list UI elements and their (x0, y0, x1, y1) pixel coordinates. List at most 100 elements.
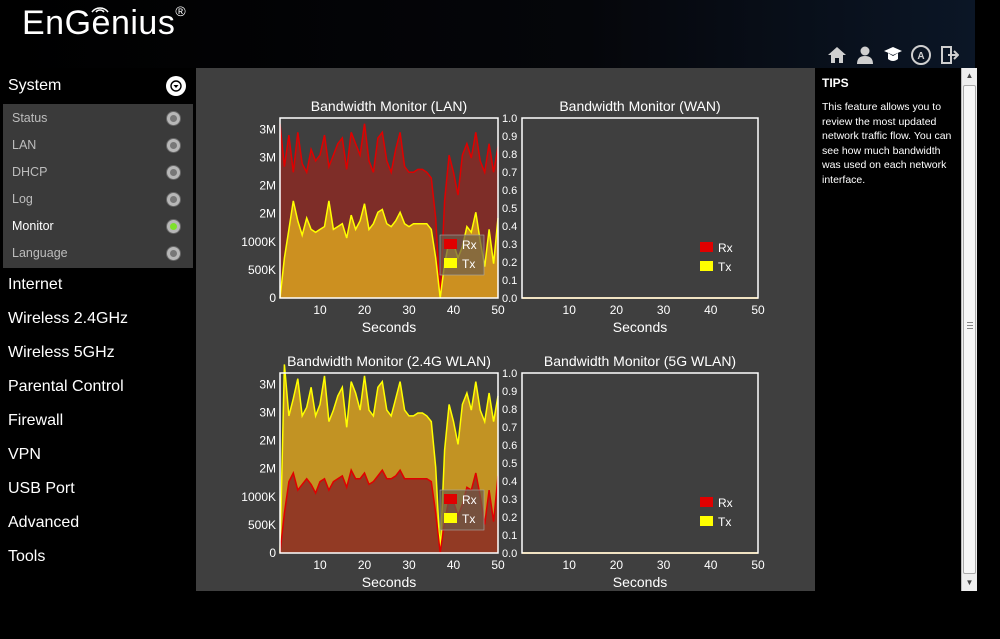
sidebar-item-advanced[interactable]: Advanced (0, 506, 196, 540)
tips-panel: TIPS This feature allows you to review t… (815, 68, 961, 591)
legend-swatch-rx (700, 242, 713, 252)
sidebar-item-label: Wireless 5GHz (8, 344, 115, 361)
chart-lan: Bandwidth Monitor (LAN) 0 500K 1000K 2M 2M 3M 3… (232, 94, 532, 335)
y2-tick-label: 0.5 (502, 458, 517, 470)
sidebar-item-label: Advanced (8, 514, 80, 531)
chart-title: Bandwidth Monitor (WAN) (559, 98, 720, 114)
scroll-down-icon[interactable]: ▼ (965, 578, 974, 587)
y2-tick-label: 0.6 (502, 440, 517, 452)
x-tick-label: 30 (657, 558, 671, 572)
y2-tick-label: 0.1 (502, 530, 517, 542)
sidebar-item-parental-control[interactable]: Parental Control (0, 370, 196, 404)
bandwidth-chart-svg: Bandwidth Monitor (5G WLAN) 10 20 30 40 50 Sec… (521, 353, 765, 590)
submenu-item-log[interactable]: Log (3, 186, 193, 213)
bandwidth-chart-svg: Bandwidth Monitor (2.4G WLAN) 0 500K 1000K 2… (241, 353, 517, 590)
sidebar-item-tools[interactable]: Tools (0, 540, 196, 574)
legend-swatch-tx (700, 516, 713, 526)
sidebar-item-label: Firewall (8, 412, 64, 429)
x-tick-label: 30 (402, 558, 416, 572)
x-tick-label: 20 (358, 303, 372, 317)
chart-5g-wlan: Bandwidth Monitor (5G WLAN) 10 20 30 40 50 Sec… (502, 349, 772, 590)
y-tick-label: 1000K (241, 235, 276, 249)
x-tick-label: 40 (704, 558, 718, 572)
y2-tick-label: 0.2 (502, 512, 517, 524)
scroll-up-icon[interactable]: ▲ (965, 71, 974, 80)
radio-selected-icon (166, 219, 181, 234)
y2-tick-label: 0.8 (502, 404, 517, 416)
legend-swatch-tx (444, 258, 457, 268)
y-tick-label: 500K (248, 518, 276, 532)
chart-plot-area (522, 118, 758, 298)
submenu-item-label: LAN (12, 138, 37, 152)
y-tick-label: 0 (269, 291, 276, 305)
y2-tick-label: 0.4 (502, 221, 517, 233)
y-tick-label: 3M (259, 405, 276, 419)
sidebar-item-vpn[interactable]: VPN (0, 438, 196, 472)
language-icon[interactable]: A (910, 44, 932, 66)
radio-indicator-icon (166, 246, 181, 261)
sidebar-item-system[interactable]: System (0, 68, 196, 104)
header-bar: EnGenius® A (0, 0, 975, 68)
chart-wan: Bandwidth Monitor (WAN) 10 20 30 40 50 Seconds… (502, 94, 772, 335)
sidebar-nav: System Status LAN DHCP Log Monitor Langu… (0, 68, 196, 591)
x-tick-label: 10 (313, 558, 327, 572)
sidebar-item-wireless-24ghz[interactable]: Wireless 2.4GHz (0, 302, 196, 336)
legend-label-rx: Rx (462, 238, 477, 252)
x-tick-label: 50 (751, 303, 765, 317)
sidebar-item-usb-port[interactable]: USB Port (0, 472, 196, 506)
svg-text:A: A (917, 51, 924, 62)
bandwidth-chart-svg: Bandwidth Monitor (WAN) 10 20 30 40 50 Seconds… (521, 98, 765, 335)
submenu-item-lan[interactable]: LAN (3, 132, 193, 159)
x-tick-label: 50 (751, 558, 765, 572)
registered-mark: ® (175, 2, 187, 19)
submenu-item-dhcp[interactable]: DHCP (3, 159, 193, 186)
y-tick-label: 2M (259, 434, 276, 448)
submenu-item-label: Monitor (12, 219, 54, 233)
x-tick-label: 20 (610, 558, 624, 572)
chart-title: Bandwidth Monitor (5G WLAN) (544, 353, 736, 369)
sidebar-item-label: Internet (8, 276, 63, 293)
submenu-item-status[interactable]: Status (3, 105, 193, 132)
sidebar-item-internet[interactable]: Internet (0, 268, 196, 302)
sidebar-item-label: Parental Control (8, 378, 124, 395)
submenu-item-monitor[interactable]: Monitor (3, 213, 193, 240)
sidebar-item-label: VPN (8, 446, 41, 463)
x-tick-label: 30 (402, 303, 416, 317)
chevron-down-icon[interactable] (166, 76, 186, 96)
series-line-rx (279, 123, 499, 299)
y2-tick-label: 0.3 (502, 494, 517, 506)
y2-tick-label: 0.9 (502, 131, 517, 143)
y2-tick-label: 1.0 (502, 368, 517, 380)
submenu-item-language[interactable]: Language (3, 240, 193, 267)
home-icon[interactable] (826, 44, 848, 66)
y-tick-label: 3M (259, 122, 276, 136)
sidebar-item-wireless-5ghz[interactable]: Wireless 5GHz (0, 336, 196, 370)
sidebar-item-firewall[interactable]: Firewall (0, 404, 196, 438)
x-tick-label: 10 (563, 303, 577, 317)
legend-label-tx: Tx (462, 257, 475, 271)
series-line-tx (279, 364, 499, 554)
y2-tick-label: 0.1 (502, 275, 517, 287)
legend-swatch-tx (700, 261, 713, 271)
x-tick-label: 40 (447, 303, 461, 317)
wizard-icon[interactable] (882, 44, 904, 66)
user-icon[interactable] (854, 44, 876, 66)
monitor-panel: Bandwidth Monitor (LAN) 0 500K 1000K 2M 2M 3M 3… (196, 68, 815, 591)
x-axis-label: Seconds (613, 319, 667, 335)
x-tick-label: 20 (358, 558, 372, 572)
y2-tick-label: 0.7 (502, 422, 517, 434)
y-tick-label: 500K (248, 263, 276, 277)
y2-tick-label: 0.8 (502, 149, 517, 161)
legend-label-tx: Tx (718, 515, 731, 529)
page-scrollbar[interactable]: ▲ ▼ (961, 68, 977, 591)
engenius-logo[interactable]: EnGenius® (22, 2, 187, 43)
legend-label-tx: Tx (718, 260, 731, 274)
y-tick-label: 2M (259, 462, 276, 476)
chart-title: Bandwidth Monitor (LAN) (311, 98, 467, 114)
y2-tick-label: 0.6 (502, 185, 517, 197)
legend-swatch-tx (444, 513, 457, 523)
scroll-thumb[interactable] (963, 85, 976, 574)
logout-icon[interactable] (938, 44, 960, 66)
footer-bar (0, 591, 1000, 639)
